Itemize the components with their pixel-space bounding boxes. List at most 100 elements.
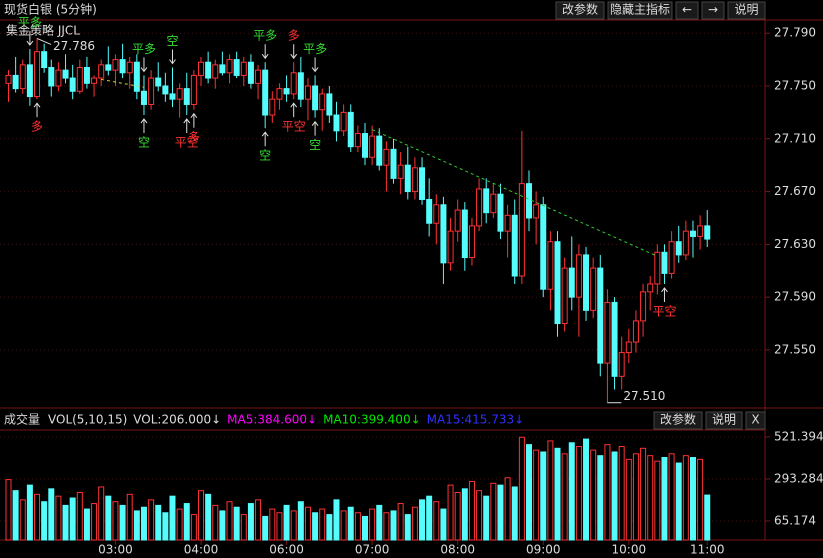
candle-body <box>148 77 155 105</box>
volume-bar <box>632 453 639 541</box>
signal-arrow <box>311 120 319 136</box>
candle-body <box>12 74 19 90</box>
volume-bar <box>604 444 611 541</box>
legend-entry: MA5:384.600↓ <box>227 413 317 427</box>
candle-body <box>461 209 468 259</box>
volume-bar <box>554 447 561 541</box>
volume-bar <box>212 504 219 541</box>
candle-body <box>411 167 418 193</box>
signal-label: 空 <box>166 34 178 48</box>
signal-arrow <box>183 118 191 134</box>
volume-bar <box>41 501 48 541</box>
candle-body <box>276 88 283 100</box>
signal-arrow <box>311 57 319 73</box>
candle-body <box>440 204 447 264</box>
signal-label: 平空 <box>175 136 199 150</box>
candle-body <box>675 241 682 256</box>
signal-label: 平多 <box>253 29 277 43</box>
volume-bar <box>83 508 90 541</box>
volume-bar <box>219 510 226 541</box>
volume-bar <box>55 495 62 541</box>
volume-bar <box>91 503 98 541</box>
button-label[interactable]: 说明 <box>712 412 736 427</box>
button-label[interactable]: ← <box>682 3 692 17</box>
candle-body <box>468 225 475 259</box>
button-label[interactable]: 说明 <box>734 2 758 17</box>
candle-body <box>647 283 654 293</box>
legend-entry: VOL:206.000↓ <box>133 413 221 427</box>
candle-body <box>169 93 176 100</box>
button[interactable] <box>675 1 699 20</box>
candle-body <box>212 64 219 79</box>
panel-title: 成交量 <box>4 412 40 427</box>
button[interactable] <box>653 411 703 430</box>
button[interactable] <box>555 1 605 20</box>
candle-body <box>162 85 169 95</box>
volume-bar <box>140 506 147 541</box>
volume-bar <box>597 455 604 541</box>
candle-body <box>568 267 575 298</box>
volume-bar <box>675 462 682 541</box>
candle-body <box>19 64 26 90</box>
signal-arrow <box>290 102 298 118</box>
volume-bar <box>183 503 190 541</box>
volume-bar <box>661 457 668 541</box>
y-tick-label: 27.710 <box>774 131 816 145</box>
y-tick-label: 27.550 <box>774 342 816 356</box>
candle-body <box>447 230 454 264</box>
button[interactable] <box>701 1 725 20</box>
button-label[interactable]: 改参数 <box>660 412 696 427</box>
candle-body <box>354 132 361 148</box>
signal-arrow <box>261 44 269 60</box>
candle-body <box>504 214 511 232</box>
volume-bar <box>468 480 475 541</box>
volume-bar <box>155 504 162 541</box>
candle-body <box>682 230 689 256</box>
candle-body <box>69 77 76 92</box>
volume-bar <box>504 477 511 541</box>
button[interactable] <box>705 411 743 430</box>
button-label[interactable]: 改参数 <box>562 2 598 17</box>
candle-body <box>547 241 554 290</box>
candle-body <box>326 93 333 116</box>
volume-bar <box>62 504 69 541</box>
candle-body <box>176 88 183 100</box>
volume-bar <box>233 506 240 541</box>
y-tick-label: 27.790 <box>774 26 816 40</box>
volume-bar <box>704 494 711 541</box>
button[interactable] <box>607 1 673 20</box>
candle-body <box>604 301 611 364</box>
candle-body <box>133 61 140 92</box>
signal-arrow <box>26 31 34 46</box>
volume-bar <box>333 499 340 541</box>
volume-bar <box>640 447 647 541</box>
volume-bar <box>682 455 689 541</box>
candle-body <box>247 61 254 84</box>
volume-bar <box>276 512 283 541</box>
x-tick-label: 10:00 <box>612 543 647 557</box>
volume-bar <box>34 493 41 541</box>
volume-bar <box>26 484 33 541</box>
signal-arrow <box>661 287 668 302</box>
candle-body <box>376 135 383 166</box>
candle-body <box>34 51 41 98</box>
candle-body <box>625 341 632 354</box>
candle-body <box>590 267 597 311</box>
candle-body <box>119 59 126 74</box>
button-label[interactable]: → <box>708 3 718 17</box>
volume-bar <box>269 508 276 541</box>
candle-body <box>704 225 711 240</box>
button[interactable] <box>727 1 766 20</box>
volume-bar <box>297 501 304 541</box>
volume-bar <box>583 438 590 541</box>
volume-bar <box>411 506 418 541</box>
candle-body <box>91 77 98 84</box>
button-label[interactable]: 隐藏主指标 <box>610 2 670 17</box>
candle-body <box>689 230 696 237</box>
button-label[interactable]: X <box>751 413 759 427</box>
button[interactable] <box>745 411 766 430</box>
candle-body <box>632 320 639 343</box>
volume-bar <box>419 499 426 541</box>
candle-body <box>611 301 618 377</box>
candle-body <box>126 61 133 74</box>
